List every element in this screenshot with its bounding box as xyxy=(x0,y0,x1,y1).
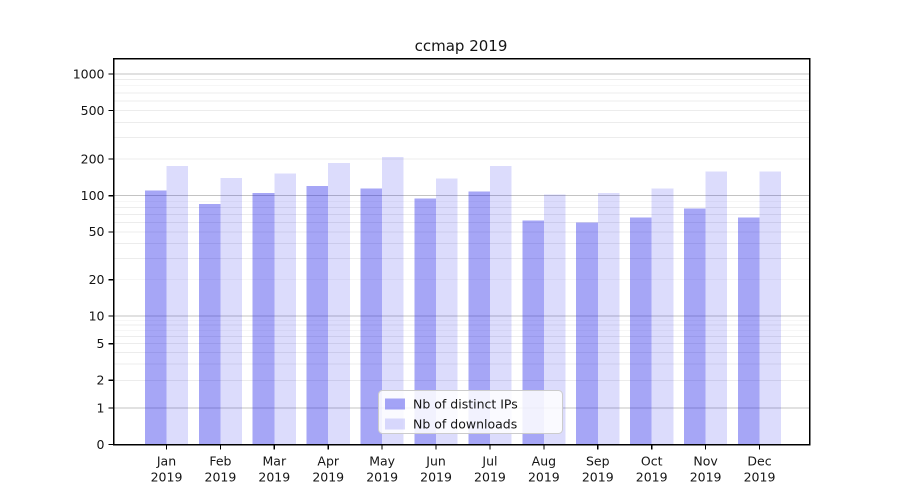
plot-area: 0 1 2 5 10 20 50 100 200 500 1000 Jan 2019 Feb 2019 Mar… xyxy=(73,57,811,485)
y-tick-label: 500 xyxy=(81,103,105,118)
x-tick-label: Jun 2019 xyxy=(420,454,452,485)
legend-label-downloads: Nb of downloads xyxy=(413,417,517,432)
bar-downloads-jun xyxy=(436,178,458,445)
y-tick-label: 200 xyxy=(81,151,105,166)
y-tick-label: 50 xyxy=(89,224,105,239)
y-tick-label: 1 xyxy=(97,400,105,415)
y-tick-label: 0 xyxy=(97,437,105,452)
x-tick-label: Feb 2019 xyxy=(205,454,237,485)
bar-downloads-mar xyxy=(274,173,296,445)
bar-downloads-jan xyxy=(166,165,189,445)
bar-distinct-ips-sep xyxy=(576,222,598,445)
x-tick-label: Apr 2019 xyxy=(312,454,344,485)
axes-frame xyxy=(112,57,811,446)
legend-swatch-distinct-ips xyxy=(385,398,405,410)
bar-distinct-ips-may xyxy=(360,188,383,445)
bar-downloads-oct xyxy=(651,188,674,445)
y-tick-label: 100 xyxy=(81,188,105,203)
bar-distinct-ips-jul xyxy=(468,191,490,445)
chart-title: ccmap 2019 xyxy=(415,37,508,55)
x-tick-label: Jul 2019 xyxy=(474,454,506,485)
legend-label-distinct-ips: Nb of distinct IPs xyxy=(413,397,518,412)
bar-distinct-ips-apr xyxy=(306,186,329,445)
bar-distinct-ips-jan xyxy=(144,190,167,445)
bar-distinct-ips-oct xyxy=(630,217,652,445)
y-tick-label: 20 xyxy=(89,272,105,287)
x-tick-label: Oct 2019 xyxy=(636,454,668,485)
bar-downloads-aug xyxy=(543,194,566,445)
bar-downloads-nov xyxy=(705,171,728,445)
bar-downloads-feb xyxy=(220,177,243,445)
x-tick-label: Mar 2019 xyxy=(258,454,290,485)
x-tick-label: May 2019 xyxy=(366,454,398,485)
bar-distinct-ips-mar xyxy=(252,193,275,445)
bar-downloads-dec xyxy=(759,171,782,445)
bar-downloads-apr xyxy=(328,162,350,445)
x-tick-label: Sep 2019 xyxy=(582,454,614,485)
legend-box xyxy=(378,390,563,434)
bar-downloads-may xyxy=(382,156,404,445)
y-tick-label: 1000 xyxy=(73,66,105,81)
y-tick-label: 10 xyxy=(89,308,105,323)
legend-swatch-downloads xyxy=(385,418,405,430)
bar-distinct-ips-jun xyxy=(414,198,437,445)
bar-distinct-ips-aug xyxy=(522,220,544,445)
y-tick-label: 5 xyxy=(97,336,105,351)
x-tick-label: Aug 2019 xyxy=(528,454,560,485)
x-tick-label: Dec 2019 xyxy=(744,454,776,485)
y-tick-label: 2 xyxy=(97,373,105,388)
x-tick-label: Jan 2019 xyxy=(151,454,183,485)
legend: Nb of distinct IPs Nb of downloads xyxy=(378,390,563,434)
bar-downloads-jul xyxy=(489,165,512,445)
bar-downloads-sep xyxy=(597,193,620,445)
bar-distinct-ips-dec xyxy=(737,217,760,445)
x-tick-label: Nov 2019 xyxy=(690,454,722,485)
bar-distinct-ips-nov xyxy=(684,208,706,445)
bar-distinct-ips-feb xyxy=(198,204,221,445)
